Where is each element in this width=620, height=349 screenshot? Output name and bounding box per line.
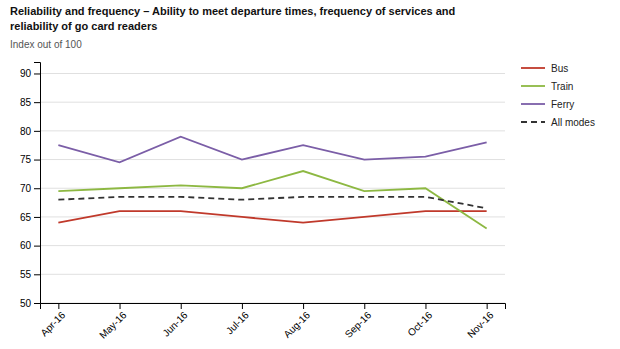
grid-line — [40, 274, 505, 275]
x-tick: Oct-16 — [405, 303, 434, 338]
y-tick: 90 — [20, 68, 40, 79]
title: Reliability and frequency – Ability to m… — [10, 5, 455, 17]
y-tick-label: 55 — [20, 269, 32, 280]
x-tick-mark — [58, 303, 59, 309]
line — [58, 211, 486, 222]
y-tick: 80 — [20, 126, 40, 137]
x-tick-mark — [181, 303, 182, 309]
grid-line — [40, 216, 505, 217]
legend-label: Train — [551, 81, 573, 92]
y-tick: 65 — [20, 212, 40, 223]
y-tick-mark — [34, 160, 40, 161]
y-tick-mark — [34, 246, 40, 247]
legend-swatch — [521, 67, 545, 69]
y-tick: 75 — [20, 154, 40, 165]
x-tick-label: Jun-16 — [160, 309, 190, 339]
x-tick: Aug-16 — [281, 303, 312, 340]
grid-line — [40, 245, 505, 246]
legend-item: Bus — [521, 63, 568, 74]
x-tick-mark — [303, 303, 304, 309]
legend-item: Ferry — [521, 99, 574, 110]
y-tick-label: 60 — [20, 240, 32, 251]
plot-area: 50 55 60 65 70 75 80 85 90 Apr-16 May-16 Jun-16 Jul-… — [20, 63, 506, 341]
x-tick-mark — [242, 303, 243, 309]
legend: Bus Train Ferry All modes — [521, 63, 595, 128]
y-tick-mark — [34, 274, 40, 275]
legend-swatch — [521, 103, 545, 105]
x-tick-label: Apr-16 — [38, 309, 67, 338]
x-axis-line — [41, 304, 506, 310]
legend-label: All modes — [551, 117, 595, 128]
line — [58, 171, 486, 228]
y-axis: 50 55 60 65 70 75 80 85 90 — [20, 63, 41, 309]
y-tick-label: 90 — [20, 68, 32, 79]
y-tick-mark — [34, 217, 40, 218]
grid — [40, 73, 505, 303]
x-tick-mark — [487, 303, 488, 309]
x-tick-label: Oct-16 — [405, 309, 434, 338]
grid-line — [40, 73, 505, 74]
y-tick-mark — [34, 102, 40, 103]
legend-swatch — [521, 85, 545, 87]
y-tick: 50 — [20, 298, 40, 309]
y-tick: 60 — [20, 240, 40, 251]
legend-swatch — [521, 121, 545, 123]
y-tick-mark — [34, 73, 40, 74]
title: reliability of go card readers — [10, 20, 157, 32]
legend-label: Bus — [551, 63, 568, 74]
x-tick: Sep-16 — [343, 303, 374, 340]
legend-item: Train — [521, 81, 573, 92]
line — [58, 197, 486, 208]
y-axis-line — [34, 63, 41, 304]
y-tick-label: 65 — [20, 212, 32, 223]
legend-label: Ferry — [551, 99, 574, 110]
x-tick-label: Jul-16 — [224, 309, 251, 336]
x-tick-label: Sep-16 — [343, 309, 374, 340]
legend-item: All modes — [521, 117, 595, 128]
y-tick: 85 — [20, 97, 40, 108]
y-tick-mark — [34, 303, 40, 304]
y-tick: 70 — [20, 183, 40, 194]
y-tick-label: 85 — [20, 97, 32, 108]
grid-line — [40, 130, 505, 131]
y-tick-label: 70 — [20, 183, 32, 194]
y-tick-label: 75 — [20, 154, 32, 165]
grid-line — [40, 102, 505, 103]
x-tick: May-16 — [97, 303, 129, 341]
subtitle: Index out of 100 — [10, 39, 82, 50]
x-tick-mark — [364, 303, 365, 309]
x-tick: Nov-16 — [465, 303, 496, 340]
x-tick-mark — [425, 303, 426, 309]
x-tick-mark — [120, 303, 121, 309]
y-tick-mark — [34, 188, 40, 189]
line — [58, 137, 486, 163]
x-tick: Apr-16 — [38, 303, 67, 338]
x-axis: Apr-16 May-16 Jun-16 Jul-16 Aug-16 Sep-16 Oct-… — [38, 303, 505, 341]
x-tick: Jun-16 — [160, 303, 190, 339]
y-tick: 55 — [20, 269, 40, 280]
x-tick-label: May-16 — [97, 309, 129, 341]
x-tick: Jul-16 — [224, 303, 251, 336]
y-tick-mark — [34, 131, 40, 132]
y-tick-label: 50 — [20, 298, 32, 309]
lines — [58, 137, 486, 229]
x-tick-label: Nov-16 — [465, 309, 496, 340]
y-tick-label: 80 — [20, 126, 32, 137]
x-tick-label: Aug-16 — [281, 309, 312, 340]
chart: Reliability and frequency – Ability to m… — [0, 0, 620, 349]
